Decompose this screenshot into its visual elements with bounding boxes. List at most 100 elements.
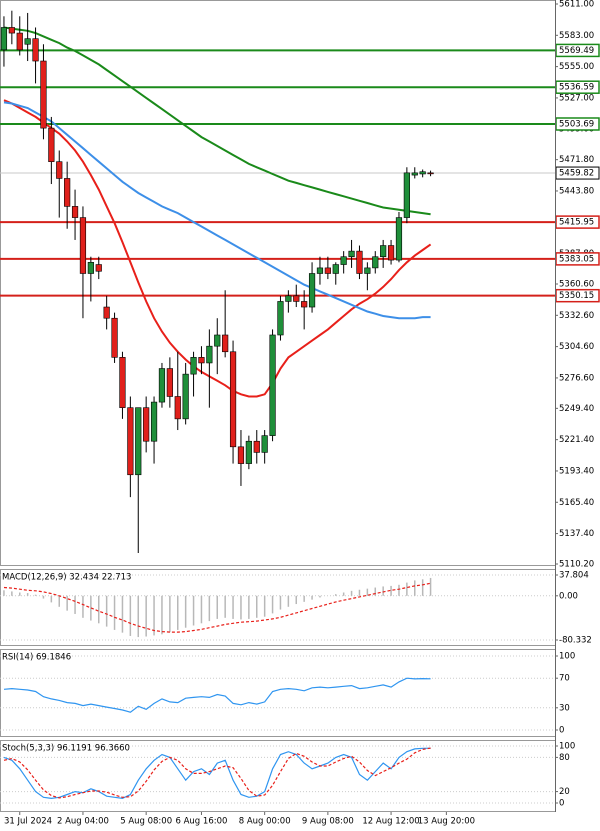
y-tick-label: 80	[559, 753, 570, 763]
candle-body	[261, 435, 268, 453]
y-tick-label: 0	[559, 726, 564, 736]
level-label: 5350.15	[559, 291, 594, 301]
candle-body	[403, 172, 410, 218]
panel-title: MACD(12,26,9) 32.434 22.713	[2, 573, 131, 583]
moving-average	[3, 26, 431, 216]
candle-body	[166, 368, 173, 397]
candle-body	[95, 264, 102, 272]
x-tick-label: 31 Jul 2024	[4, 817, 52, 827]
y-tick-label: 5611.00	[559, 0, 594, 10]
y-tick-label: 5332.60	[559, 311, 594, 321]
indicator-line	[3, 747, 431, 799]
candle-body	[348, 250, 355, 258]
y-tick-label: 5583.00	[559, 31, 594, 41]
candle-body	[372, 256, 379, 269]
y-tick-label: 5304.60	[559, 342, 594, 352]
candle-body	[40, 60, 47, 129]
y-tick-label: 5555.00	[559, 62, 594, 72]
y-tick-label: 100	[559, 742, 575, 752]
moving-average	[3, 99, 432, 398]
candle-body	[111, 317, 118, 358]
y-tick-label: 5165.40	[559, 498, 594, 508]
y-tick-label: 5221.40	[559, 435, 594, 445]
candle-body	[143, 407, 150, 442]
level-label: 5415.95	[559, 218, 594, 228]
candle-body	[182, 373, 189, 420]
price-label: 5459.82	[559, 169, 594, 179]
candle-body	[364, 267, 371, 274]
candle-body	[16, 32, 23, 51]
candle-body	[0, 27, 8, 51]
candle-body	[174, 396, 181, 420]
y-tick-label: 37.804	[559, 571, 589, 581]
candle-body	[427, 172, 434, 175]
x-tick-label: 8 Aug 00:00	[239, 817, 291, 827]
candle-body	[301, 301, 308, 308]
candle-body	[245, 440, 252, 464]
candle-body	[71, 206, 79, 218]
candle-body	[214, 334, 221, 347]
candle-body	[150, 401, 158, 442]
candle-body	[79, 217, 87, 274]
candle-body	[56, 161, 63, 179]
candle-body	[119, 357, 126, 408]
y-tick-label: 0.00	[559, 591, 578, 601]
candle-body	[308, 273, 316, 308]
candle-body	[190, 357, 197, 375]
candle-body	[24, 38, 31, 45]
x-tick-label: 9 Aug 08:00	[302, 817, 354, 827]
candle-body	[206, 345, 213, 364]
y-tick-label: 5471.80	[559, 155, 594, 165]
candle-body	[48, 127, 55, 162]
y-tick-label: 5527.00	[559, 93, 594, 103]
x-tick-label: 6 Aug 16:00	[176, 817, 228, 827]
candle-body	[316, 267, 324, 274]
y-tick-label: 70	[559, 674, 570, 684]
y-tick-label: 5137.40	[559, 529, 594, 539]
y-tick-label: 100	[559, 652, 575, 662]
candle-body	[135, 407, 142, 476]
indicator-line	[3, 582, 431, 633]
x-tick-label: 2 Aug 04:00	[57, 817, 109, 827]
candle-body	[64, 178, 71, 207]
x-tick-label: 12 Aug 12:00	[362, 817, 419, 827]
candle-body	[277, 301, 284, 336]
candle-body	[411, 172, 418, 176]
level-label: 5569.49	[559, 46, 594, 56]
candle-body	[237, 446, 245, 464]
candle-body	[395, 217, 403, 261]
indicator-line	[3, 677, 431, 713]
candle-body	[32, 38, 39, 62]
candle-body	[229, 351, 237, 448]
candle-body	[158, 368, 166, 403]
y-tick-label: 20	[559, 787, 570, 797]
candle-body	[198, 357, 205, 364]
y-tick-label: 5276.60	[559, 373, 594, 383]
candle-body	[293, 295, 300, 302]
candle-body	[269, 334, 276, 436]
y-tick-label: 5443.80	[559, 186, 594, 196]
y-tick-label: 5360.60	[559, 280, 594, 290]
y-tick-label: 5110.20	[559, 560, 594, 570]
x-tick-label: 13 Aug 20:00	[418, 817, 475, 827]
candle-body	[332, 264, 339, 274]
panel-title: Stoch(5,3,3) 96.1191 96.3660	[2, 744, 130, 754]
level-label: 5503.69	[559, 119, 594, 129]
y-tick-label: 5193.40	[559, 466, 594, 476]
candle-body	[87, 262, 94, 274]
moving-average	[3, 101, 431, 320]
y-tick-label: 5249.40	[559, 404, 594, 414]
candle-body	[103, 306, 110, 319]
level-label: 5383.05	[559, 254, 594, 264]
candle-body	[253, 440, 260, 453]
indicator-line	[3, 747, 431, 800]
y-tick-label: 0	[559, 799, 564, 809]
level-label: 5536.59	[559, 83, 594, 93]
candle-body	[340, 256, 347, 265]
candle-body	[127, 407, 134, 476]
y-tick-label: 30	[559, 703, 570, 713]
candle-body	[8, 27, 15, 34]
